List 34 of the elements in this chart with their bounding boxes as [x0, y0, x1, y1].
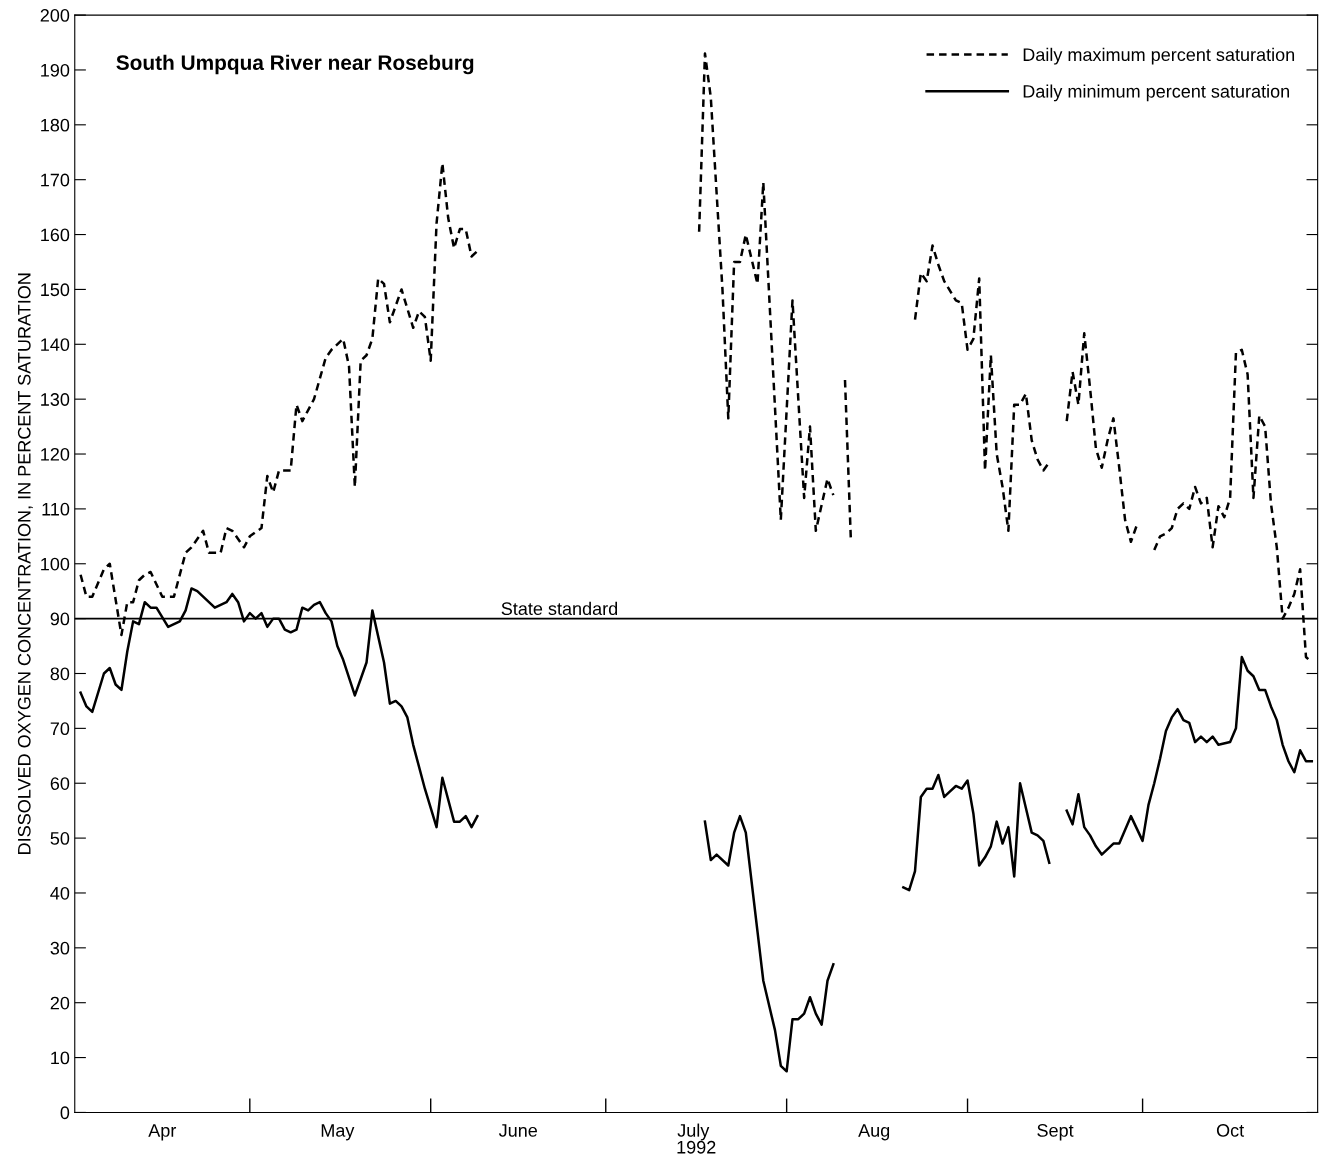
x-axis-title: 1992 — [677, 1140, 716, 1154]
legend-label: Daily minimum percent saturation — [1023, 84, 1290, 102]
y-axis-title: DISSOLVED OXYGEN CONCENTRATION, IN PERCENT SATURATION — [17, 273, 33, 854]
y-tick-label: 60 — [50, 777, 70, 790]
x-tick-label: Oct — [1216, 1124, 1245, 1137]
y-tick-label: 100 — [41, 557, 70, 571]
y-tick-label: 40 — [50, 886, 70, 900]
y-tick-label: 130 — [41, 393, 70, 406]
x-tick-label: Sept — [1037, 1124, 1074, 1141]
ref-line-label: State standard — [501, 601, 618, 616]
y-tick-label: 150 — [41, 283, 70, 297]
y-tick-label: 160 — [41, 228, 70, 242]
legend-label: Daily maximum percent saturation — [1023, 47, 1295, 65]
x-tick-label: May — [321, 1124, 355, 1141]
x-tick-label: June — [498, 1124, 538, 1137]
x-tick-label: Apr — [148, 1124, 177, 1141]
y-tick-label: 190 — [41, 63, 70, 77]
y-tick-label: 20 — [50, 996, 70, 1010]
y-tick-label: 10 — [51, 1051, 70, 1065]
x-tick-label: July — [677, 1123, 710, 1141]
y-tick-label: 120 — [41, 447, 70, 461]
y-tick-label: 200 — [40, 9, 70, 22]
y-tick-label: 180 — [41, 118, 70, 132]
y-tick-label: 70 — [50, 722, 70, 736]
x-tick-label: Aug — [858, 1124, 890, 1141]
y-tick-label: 80 — [50, 667, 70, 681]
y-tick-label: 110 — [42, 502, 70, 516]
text: South Umpqua River near Roseburg — [116, 54, 474, 75]
y-tick-label: 170 — [41, 173, 70, 187]
y-tick-label: 30 — [50, 941, 70, 955]
y-tick-label: 0 — [60, 1106, 70, 1120]
y-tick-label: 90 — [50, 612, 70, 626]
y-tick-label: 140 — [41, 338, 70, 352]
y-tick-label: 50 — [50, 832, 70, 845]
